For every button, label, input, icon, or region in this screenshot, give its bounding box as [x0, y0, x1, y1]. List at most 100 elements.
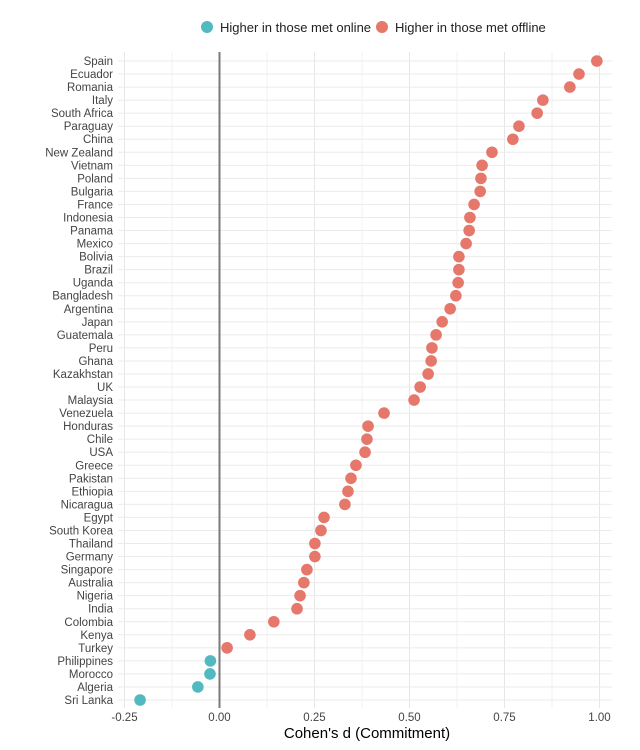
legend-label-offline: Higher in those met offline [395, 20, 546, 35]
y-tick-label: Indonesia [63, 212, 113, 224]
data-point-venezuela [378, 407, 390, 419]
legend-label-online: Higher in those met online [220, 20, 371, 35]
data-point-bangladesh [450, 289, 462, 302]
y-tick-label: Australia [68, 578, 113, 590]
data-point-panama [463, 224, 475, 237]
y-tick-label: Singapore [61, 565, 113, 577]
data-point-sri-lanka [134, 694, 146, 706]
y-tick-label: Philippines [57, 656, 113, 668]
data-point-kazakhstan [422, 368, 434, 380]
data-point-nicaragua [339, 498, 351, 511]
data-point-algeria [192, 681, 204, 693]
y-tick-label: Romania [67, 82, 114, 94]
y-tick-label: Italy [92, 95, 113, 107]
y-tick-label: Nicaragua [61, 499, 114, 511]
data-point-uganda [452, 276, 464, 289]
data-point-malaysia [408, 394, 420, 406]
y-tick-label: Bulgaria [71, 186, 114, 198]
data-point-uk [414, 381, 426, 393]
data-point-honduras [362, 420, 374, 432]
data-point-india [291, 602, 303, 615]
y-tick-label: Sri Lanka [64, 695, 113, 707]
legend: Higher in those met online Higher in tho… [201, 20, 546, 35]
data-point-greece [350, 459, 362, 472]
y-tick-label: Vietnam [71, 160, 113, 172]
data-point-morocco [204, 668, 216, 680]
data-point-japan [436, 316, 448, 328]
y-tick-label: Honduras [63, 421, 113, 433]
x-tick-label: 0.50 [398, 712, 420, 724]
data-point-singapore [301, 563, 313, 576]
y-tick-label: Algeria [77, 682, 113, 694]
y-tick-label: Paraguay [64, 121, 113, 133]
y-tick-label: Uganda [73, 278, 114, 290]
y-tick-label: Colombia [64, 617, 113, 629]
data-point-china [507, 133, 519, 146]
data-point-egypt [318, 511, 330, 524]
y-tick-label: UK [97, 382, 113, 394]
data-point-bulgaria [474, 185, 486, 198]
data-point-guatemala [430, 329, 442, 341]
y-tick-label: Peru [89, 343, 113, 355]
y-tick-label: France [77, 199, 113, 211]
y-tick-label: China [83, 134, 114, 146]
points [134, 55, 603, 706]
data-point-bolivia [453, 250, 465, 263]
data-point-ethiopia [342, 485, 354, 498]
x-tick-label: 0.00 [208, 712, 230, 724]
y-tick-label: Malaysia [68, 395, 114, 407]
y-tick-label: Turkey [78, 643, 113, 655]
data-point-germany [309, 550, 321, 563]
y-tick-label: Kazakhstan [53, 369, 113, 381]
y-tick-label: Nigeria [77, 591, 114, 603]
data-point-chile [361, 433, 373, 445]
y-tick-label: Argentina [64, 304, 114, 316]
data-point-kenya [244, 628, 256, 641]
data-point-colombia [268, 615, 280, 628]
y-tick-label: Thailand [69, 539, 113, 551]
data-point-italy [537, 94, 549, 106]
data-point-ghana [425, 355, 437, 367]
legend-swatch-offline [376, 21, 388, 33]
data-point-south-korea [315, 524, 327, 537]
y-tick-label: New Zealand [45, 147, 113, 159]
y-tick-label: Greece [75, 460, 113, 472]
data-point-spain [591, 55, 603, 67]
y-tick-label: Ghana [78, 356, 113, 368]
y-tick-label: Mexico [77, 239, 113, 251]
data-point-vietnam [476, 159, 488, 172]
y-tick-label: Pakistan [69, 473, 113, 485]
y-tick-label: Spain [84, 56, 113, 68]
y-tick-label: South Korea [49, 525, 114, 537]
data-point-pakistan [345, 472, 357, 485]
y-tick-label: USA [89, 447, 113, 459]
y-tick-label: Venezuela [59, 408, 113, 420]
data-point-paraguay [513, 120, 525, 133]
grid [118, 52, 612, 708]
x-tick-label: -0.25 [111, 712, 137, 724]
data-point-turkey [221, 642, 233, 654]
y-tick-label: Bolivia [79, 252, 113, 264]
y-tick-label: Germany [66, 552, 114, 564]
data-point-usa [359, 446, 371, 459]
y-tick-label: Egypt [84, 512, 114, 524]
y-tick-label: South Africa [51, 108, 114, 120]
data-point-ecuador [573, 68, 585, 80]
data-point-thailand [309, 537, 321, 550]
data-point-mexico [460, 237, 472, 250]
y-tick-label: Panama [70, 226, 113, 238]
y-tick-label: India [88, 604, 114, 616]
x-axis-ticks: -0.25 0.00 0.25 0.50 0.75 1.00 [111, 712, 610, 724]
y-tick-label: Ecuador [70, 69, 113, 81]
data-point-south-africa [531, 107, 543, 119]
legend-swatch-online [201, 21, 213, 33]
y-tick-label: Poland [77, 173, 113, 185]
data-point-france [468, 198, 480, 211]
x-tick-label: 0.75 [493, 712, 515, 724]
data-point-peru [426, 342, 438, 354]
y-tick-label: Guatemala [57, 330, 114, 342]
x-tick-label: 1.00 [588, 712, 610, 724]
x-tick-label: 0.25 [303, 712, 325, 724]
